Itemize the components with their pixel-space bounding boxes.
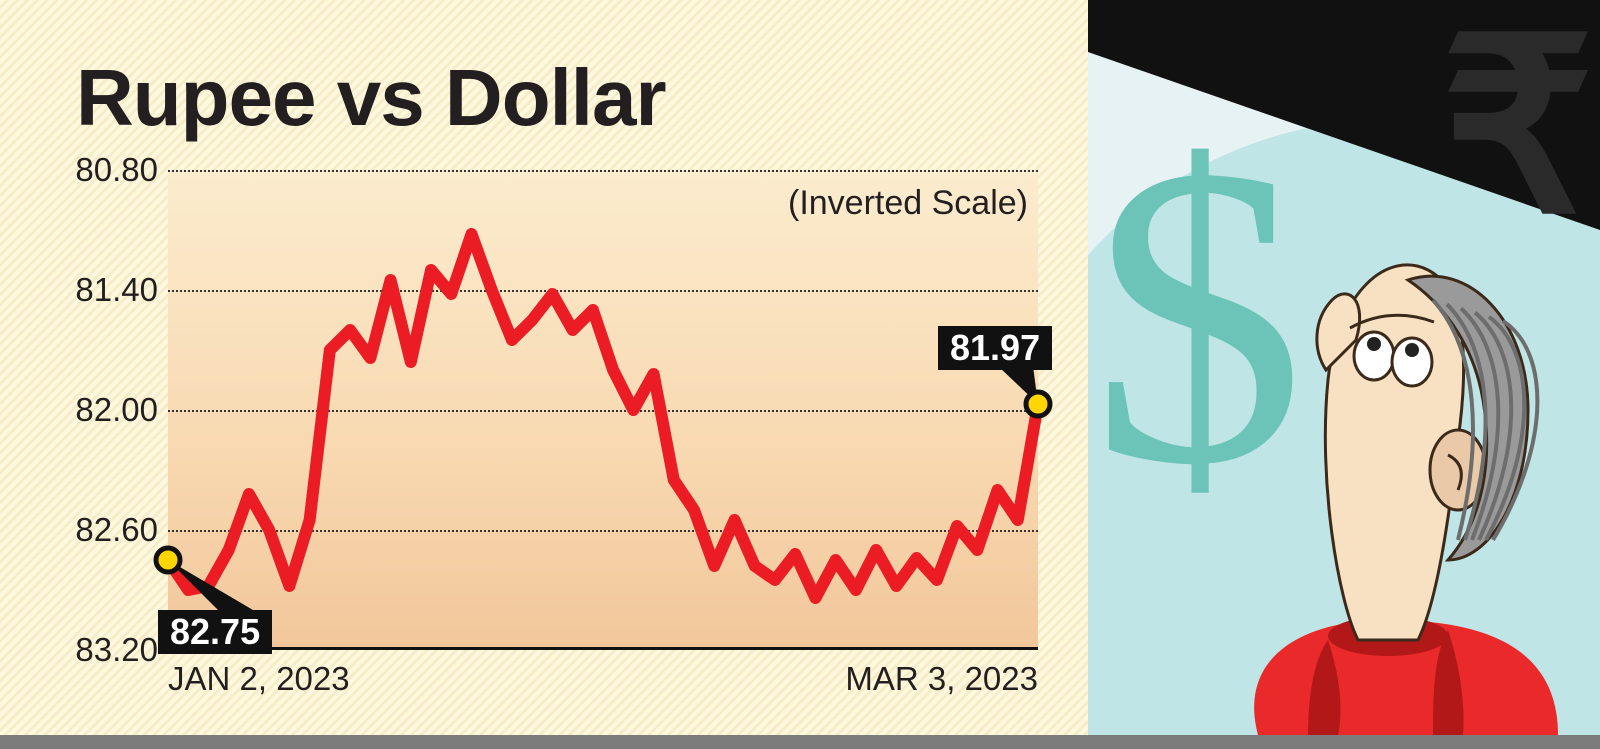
chart-title: Rupee vs Dollar — [76, 58, 666, 138]
value-badge: 82.75 — [158, 610, 272, 654]
plot-area: 80.8081.4082.0082.6083.20 (Inverted Scal… — [168, 170, 1038, 650]
y-tick-label: 82.00 — [38, 391, 158, 429]
chart-panel: Rupee vs Dollar 80.8081.4082.0082.6083.2… — [0, 0, 1088, 735]
man-pupil — [1405, 343, 1419, 357]
y-tick-label: 80.80 — [38, 151, 158, 189]
x-start-label: JAN 2, 2023 — [168, 660, 350, 698]
y-tick-label: 82.60 — [38, 511, 158, 549]
rupee-icon: ₹ — [1442, 0, 1595, 261]
stage: Rupee vs Dollar 80.8081.4082.0082.6083.2… — [0, 0, 1600, 749]
man-pupil — [1367, 337, 1381, 351]
series-line — [168, 234, 1038, 598]
y-tick-label: 81.40 — [38, 271, 158, 309]
illustration-svg: ₹$ — [1088, 0, 1600, 735]
footer-bar — [0, 735, 1600, 749]
line-chart-svg — [168, 170, 1038, 650]
y-tick-label: 83.20 — [38, 631, 158, 669]
dollar-icon: $ — [1091, 78, 1306, 554]
x-end-label: MAR 3, 2023 — [845, 660, 1038, 698]
value-badge: 81.97 — [938, 326, 1052, 370]
data-marker — [1026, 392, 1050, 416]
illustration-panel: ₹$ — [1088, 0, 1600, 735]
data-marker — [156, 548, 180, 572]
